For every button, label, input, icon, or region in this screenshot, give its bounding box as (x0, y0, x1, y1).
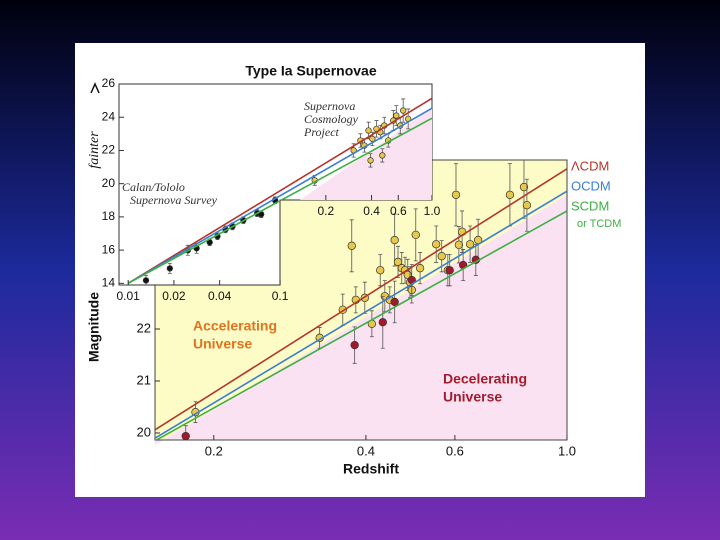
legend-entry: SCDM (571, 198, 609, 213)
annotation: Project (303, 125, 340, 139)
x-tick-label: 0.04 (208, 289, 232, 303)
y-tick-label: 18 (102, 209, 116, 223)
data-point (390, 235, 399, 245)
labels: 0.2 0.4 0.6 1.0 20 21 22 ΛCDM OCDM SCDM or TCDM Acc… (102, 76, 622, 458)
data-point (437, 252, 446, 261)
y-tick-label: 16 (102, 242, 116, 256)
data-point (432, 240, 441, 249)
legend-entry: OCDM (571, 178, 611, 193)
x-tick-label: 0.02 (162, 289, 186, 303)
main-plot (155, 160, 567, 440)
inset-y-axis-label: fainter (87, 131, 102, 169)
model-line (127, 107, 432, 285)
data-point (350, 340, 359, 350)
inset-plot (127, 97, 432, 285)
x-tick-label: 0.6 (390, 204, 407, 218)
data-point (347, 241, 356, 250)
y-tick-label: 20 (137, 424, 151, 439)
legend-note: or TCDM (577, 218, 621, 230)
y-tick-label: 26 (102, 76, 116, 90)
y-tick-label: 22 (137, 320, 151, 335)
chart-title: Type Ia Supernovae (245, 63, 376, 79)
data-point (400, 107, 407, 114)
annotation: Supernova Survey (130, 193, 218, 207)
data-point (367, 157, 374, 164)
model-line (127, 97, 432, 285)
model-line (155, 190, 567, 439)
annotation: Supernova (304, 99, 355, 113)
x-tick-label: 0.2 (205, 443, 223, 458)
data-point (166, 265, 173, 272)
x-tick-label: 0.2 (317, 204, 334, 218)
x-tick-label: 0.1 (272, 289, 289, 303)
x-axis-label: Redshift (343, 461, 399, 477)
data-point (393, 112, 400, 119)
annotation: Calan/Tololo (122, 180, 185, 194)
y-axis-label: Magnitude (86, 292, 102, 362)
data-point (390, 297, 399, 307)
x-tick-label: 0.6 (446, 443, 464, 458)
y-tick-label: 14 (102, 276, 116, 290)
annotation: Universe (193, 336, 252, 352)
data-point (519, 182, 529, 192)
model-line (155, 168, 567, 431)
y-tick-label: 21 (137, 372, 151, 387)
x-tick-label: 0.4 (363, 204, 380, 218)
data-point (379, 152, 386, 159)
y-tick-label: 20 (102, 176, 116, 190)
data-point (142, 277, 150, 284)
x-tick-label: 0.4 (357, 443, 375, 458)
data-point (365, 127, 372, 134)
y-tick-label: 22 (102, 143, 116, 157)
data-point (522, 201, 532, 210)
annotation: Decelerating (443, 371, 527, 387)
data-point (369, 135, 376, 142)
x-tick-label: 1.0 (558, 443, 576, 458)
data-point (451, 190, 461, 199)
data-point (378, 318, 387, 327)
annotation: Universe (443, 389, 502, 405)
fainter-arrow (90, 82, 100, 94)
x-tick-label: 1.0 (424, 204, 441, 218)
data-point (445, 266, 454, 275)
data-point (411, 230, 420, 240)
x-tick-label: 0.01 (117, 289, 141, 303)
data-point (181, 431, 190, 440)
model-line (155, 210, 567, 440)
data-point (454, 240, 464, 249)
data-point (415, 264, 425, 273)
data-point (505, 190, 515, 199)
data-point (376, 266, 385, 275)
annotation: Accelerating (193, 318, 277, 334)
legend-entry: ΛCDM (571, 158, 609, 173)
y-tick-label: 24 (102, 109, 116, 123)
annotation: Cosmology (304, 112, 359, 126)
